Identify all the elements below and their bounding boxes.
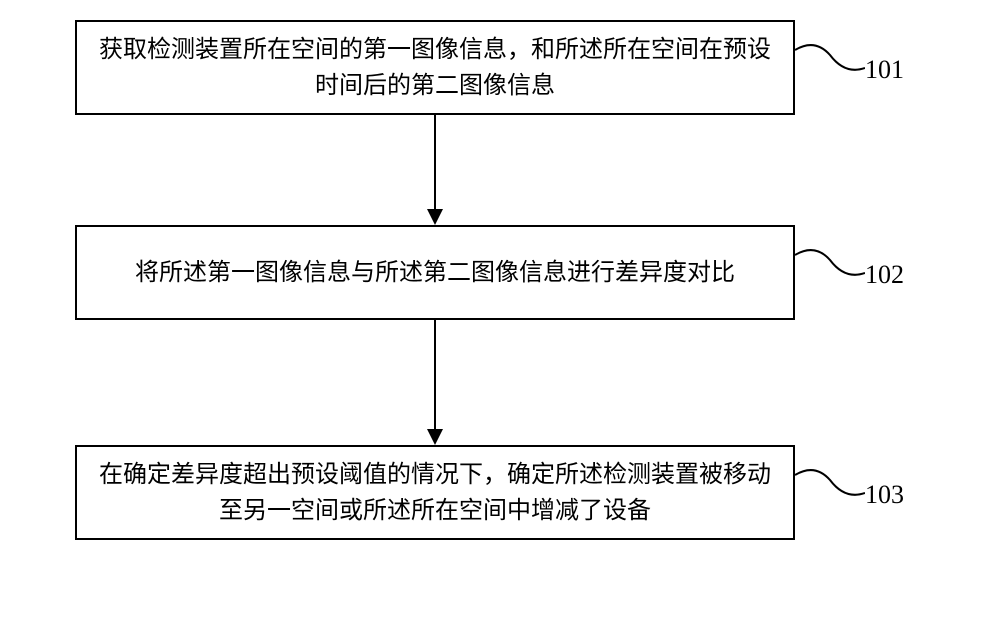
step-2-label: 102 (865, 260, 904, 290)
connector-curve-2 (795, 245, 865, 290)
connector-curve-3 (795, 465, 865, 510)
arrow-1-head (427, 209, 443, 225)
step-2-text: 将所述第一图像信息与所述第二图像信息进行差异度对比 (135, 255, 735, 291)
connector-curve-1 (795, 40, 865, 85)
step-1-text: 获取检测装置所在空间的第一图像信息，和所述所在空间在预设时间后的第二图像信息 (97, 32, 773, 104)
arrow-1-line (434, 115, 436, 209)
step-3-label: 103 (865, 480, 904, 510)
step-1-label: 101 (865, 55, 904, 85)
arrow-2-head (427, 429, 443, 445)
flowchart-step-3: 在确定差异度超出预设阈值的情况下，确定所述检测装置被移动至另一空间或所述所在空间… (75, 445, 795, 540)
flowchart-step-1: 获取检测装置所在空间的第一图像信息，和所述所在空间在预设时间后的第二图像信息 (75, 20, 795, 115)
arrow-2-line (434, 320, 436, 429)
step-3-text: 在确定差异度超出预设阈值的情况下，确定所述检测装置被移动至另一空间或所述所在空间… (97, 457, 773, 529)
flowchart-step-2: 将所述第一图像信息与所述第二图像信息进行差异度对比 (75, 225, 795, 320)
